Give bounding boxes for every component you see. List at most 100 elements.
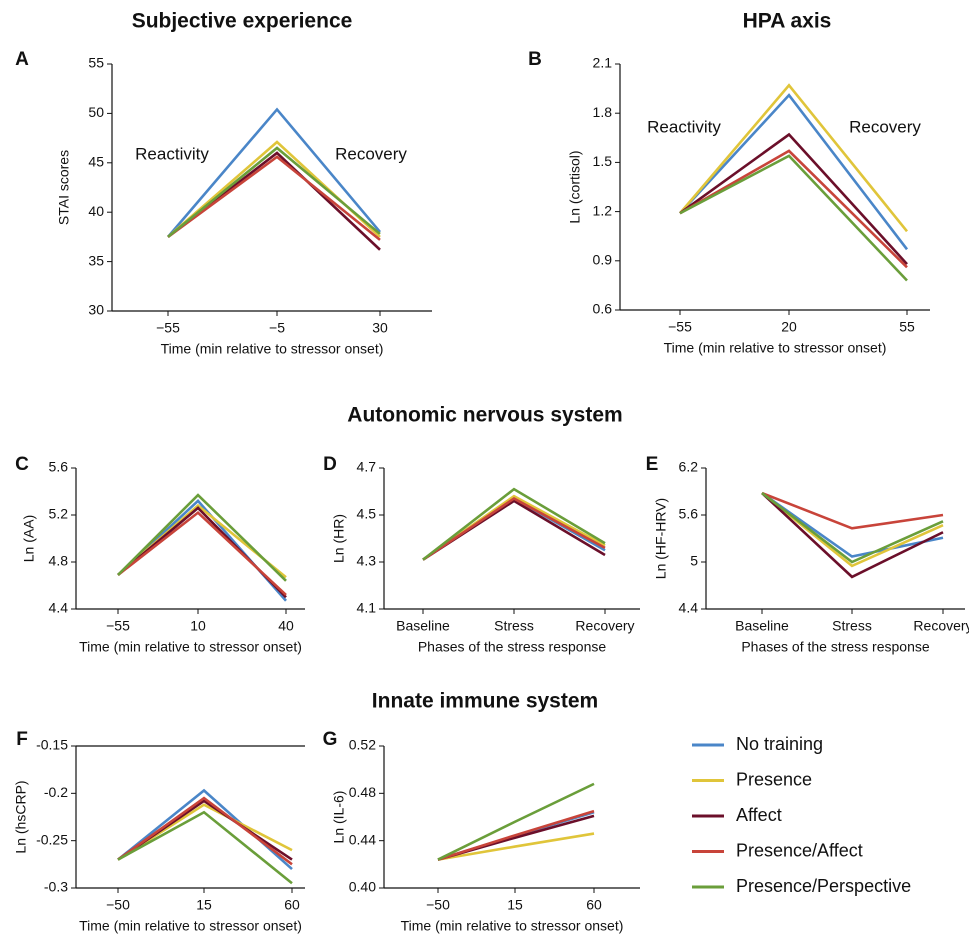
y-tick-label: 6.2	[679, 459, 699, 475]
y-tick-label: 4.1	[357, 600, 377, 616]
series-line	[167, 155, 381, 241]
legend-label: Presence/Perspective	[736, 876, 911, 896]
x-axis-label: Time (min relative to stressor onset)	[79, 639, 302, 655]
x-tick-label: 30	[372, 320, 388, 336]
x-tick-label: 55	[899, 319, 915, 335]
y-tick-label: 1.8	[593, 104, 613, 120]
y-axis-label: Ln (IL-6)	[331, 791, 347, 844]
y-tick-label: 0.6	[593, 301, 613, 317]
x-tick-label: 20	[781, 319, 797, 335]
y-tick-label: 1.2	[593, 202, 613, 218]
x-tick-label: −50	[106, 897, 130, 913]
x-tick-label: Stress	[832, 618, 872, 634]
y-tick-label: 0.44	[349, 831, 376, 847]
x-tick-label: 60	[586, 897, 602, 913]
panel-letter: D	[323, 454, 337, 475]
x-tick-label: Baseline	[735, 618, 789, 634]
y-axis-label: Ln (AA)	[21, 515, 37, 562]
legend-label: Presence	[736, 769, 812, 789]
y-tick-label: 4.8	[49, 553, 69, 569]
series-line	[679, 93, 909, 251]
y-axis-label: STAI scores	[56, 150, 72, 225]
y-tick-label: 30	[88, 302, 104, 318]
panel-letter: E	[646, 454, 659, 475]
y-tick-label: 4.5	[357, 506, 377, 522]
x-tick-label: 15	[507, 897, 523, 913]
y-tick-label: 4.3	[357, 553, 377, 569]
y-tick-label: 5.6	[679, 506, 699, 522]
series-line	[117, 810, 293, 885]
x-axis-label: Time (min relative to stressor onset)	[161, 341, 384, 357]
section-heading: Innate immune system	[372, 690, 598, 713]
x-tick-label: −55	[106, 618, 130, 634]
x-tick-label: Baseline	[396, 618, 450, 634]
annotation: Recovery	[849, 117, 921, 136]
y-axis-label: Ln (hsCRP)	[13, 780, 29, 853]
x-tick-label: 10	[190, 618, 206, 634]
annotation: Reactivity	[647, 117, 721, 136]
series-line	[117, 493, 287, 582]
series-line	[761, 492, 944, 558]
x-axis-label: Time (min relative to stressor onset)	[79, 918, 302, 934]
y-tick-label: 35	[88, 252, 104, 268]
series-line	[422, 497, 606, 561]
x-tick-label: −50	[426, 897, 450, 913]
x-tick-label: Recovery	[913, 618, 969, 634]
x-tick-label: −55	[156, 320, 180, 336]
x-tick-label: −5	[269, 320, 285, 336]
section-heading: Autonomic nervous system	[347, 404, 622, 427]
y-tick-label: 2.1	[593, 55, 613, 71]
x-tick-label: 60	[284, 897, 300, 913]
y-tick-label: 0.48	[349, 784, 376, 800]
legend-label: Affect	[736, 805, 782, 825]
series-line	[167, 107, 381, 238]
x-tick-label: −55	[668, 319, 692, 335]
y-tick-label: 40	[88, 203, 104, 219]
y-tick-label: 0.9	[593, 252, 613, 268]
y-tick-label: 5	[690, 553, 698, 569]
y-tick-label: 55	[88, 55, 104, 71]
chart-title: HPA axis	[743, 10, 832, 33]
series-line	[117, 796, 293, 866]
legend-label: Presence/Affect	[736, 840, 863, 860]
y-tick-label: -0.15	[36, 737, 68, 753]
y-tick-label: 5.2	[49, 506, 69, 522]
x-tick-label: Stress	[494, 618, 534, 634]
y-axis-label: Ln (cortisol)	[567, 150, 583, 223]
series-line	[761, 492, 944, 579]
series-line	[679, 154, 908, 282]
x-axis-label: Phases of the stress response	[741, 639, 930, 655]
x-axis-label: Time (min relative to stressor onset)	[401, 918, 624, 934]
series-line	[679, 149, 908, 269]
y-tick-label: -0.25	[36, 831, 68, 847]
x-axis-label: Time (min relative to stressor onset)	[664, 340, 887, 356]
series-line	[761, 491, 944, 530]
y-axis-label: Ln (HR)	[331, 514, 347, 563]
series-line	[437, 809, 595, 861]
series-line	[437, 832, 595, 861]
y-tick-label: 45	[88, 154, 104, 170]
series-line	[167, 146, 381, 238]
y-tick-label: 4.4	[49, 600, 69, 616]
series-line	[117, 510, 287, 596]
panel-letter: A	[15, 49, 29, 70]
series-line	[679, 83, 909, 233]
panel-letter: B	[528, 49, 542, 70]
chart-title: Subjective experience	[132, 10, 353, 33]
x-axis-label: Phases of the stress response	[418, 639, 607, 655]
y-tick-label: 5.6	[49, 459, 69, 475]
x-tick-label: Recovery	[575, 618, 634, 634]
series-line	[679, 132, 908, 265]
y-tick-label: 0.52	[349, 737, 376, 753]
annotation: Recovery	[335, 144, 407, 163]
y-tick-label: 50	[88, 104, 104, 120]
legend-label: No training	[736, 734, 823, 754]
series-line	[422, 487, 606, 561]
series-line	[437, 782, 595, 861]
y-tick-label: 0.40	[349, 879, 376, 895]
y-tick-label: -0.2	[44, 784, 68, 800]
x-tick-label: 40	[278, 618, 294, 634]
y-tick-label: -0.3	[44, 879, 68, 895]
panel-letter: F	[16, 729, 28, 750]
